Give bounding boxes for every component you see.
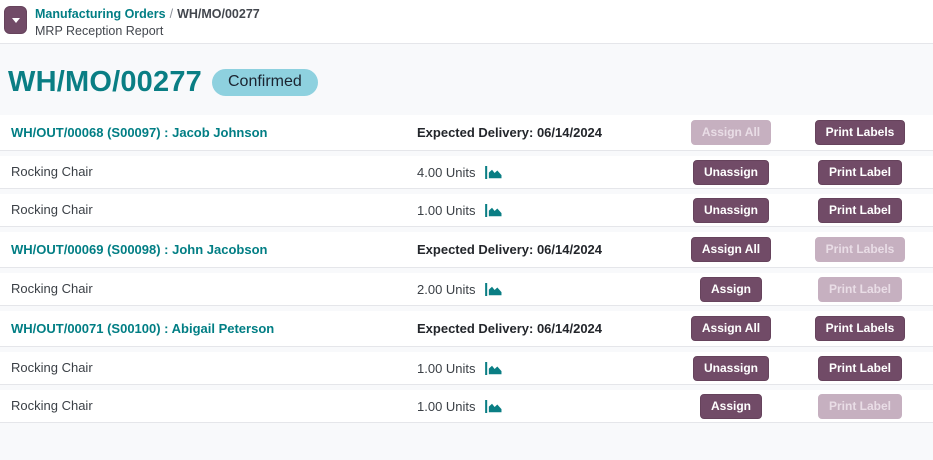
unassign-button[interactable]: Unassign (692, 197, 769, 223)
expected-delivery-label: Expected Delivery: 06/14/2024 (417, 125, 603, 140)
breadcrumb-separator: / (169, 7, 174, 21)
quantity-label: 1.00 Units (417, 202, 476, 218)
page-title: WH/MO/00277 (8, 66, 202, 98)
delivery-header-row: WH/OUT/00071 (S00100) : Abigail Peterson… (0, 311, 933, 347)
assign-all-button[interactable]: Assign All (690, 237, 772, 262)
chevron-down-icon (11, 17, 20, 23)
print-label-button[interactable]: Print Label (817, 159, 902, 185)
delivery-reference-link[interactable]: WH/OUT/00068 (S00097) : Jacob Johnson (11, 124, 268, 140)
print-labels-button: Print Labels (814, 237, 906, 262)
delivery-reference-link[interactable]: WH/OUT/00071 (S00100) : Abigail Peterson (11, 320, 275, 336)
quantity-label: 1.00 Units (417, 360, 476, 376)
product-name: Rocking Chair (11, 360, 93, 375)
print-labels-button[interactable]: Print Labels (814, 316, 906, 341)
breadcrumb: Manufacturing Orders / WH/MO/00277 MRP Rec… (35, 6, 260, 39)
product-name: Rocking Chair (11, 398, 93, 413)
product-name: Rocking Chair (11, 164, 93, 179)
area-chart-icon[interactable] (484, 399, 502, 413)
area-chart-icon[interactable] (484, 282, 502, 296)
report-subtitle: MRP Reception Report (35, 23, 164, 38)
area-chart-icon[interactable] (484, 203, 502, 217)
report-line-row: Rocking Chair 4.00 Units Unassign Print … (0, 156, 933, 189)
print-label-button[interactable]: Print Label (817, 197, 902, 223)
assign-button[interactable]: Assign (699, 276, 762, 302)
product-name: Rocking Chair (11, 281, 93, 296)
delivery-reference-link[interactable]: WH/OUT/00069 (S00098) : John Jacobson (11, 241, 268, 257)
assign-all-button: Assign All (690, 120, 772, 145)
report-line-row: Rocking Chair 1.00 Units Unassign Print … (0, 352, 933, 385)
panel-toggle-button[interactable] (4, 6, 27, 34)
unassign-button[interactable]: Unassign (692, 159, 769, 185)
report-line-row: Rocking Chair 1.00 Units Assign Print La… (0, 390, 933, 423)
breadcrumb-bar: Manufacturing Orders / WH/MO/00277 MRP Rec… (0, 0, 933, 44)
quantity-label: 2.00 Units (417, 281, 476, 297)
quantity-label: 1.00 Units (417, 398, 476, 414)
assign-button[interactable]: Assign (699, 393, 762, 419)
delivery-header-row: WH/OUT/00069 (S00098) : John Jacobson Ex… (0, 232, 933, 268)
print-labels-button[interactable]: Print Labels (814, 120, 906, 145)
assign-all-button[interactable]: Assign All (690, 316, 772, 341)
area-chart-icon[interactable] (484, 165, 502, 179)
delivery-header-row: WH/OUT/00068 (S00097) : Jacob Johnson Ex… (0, 115, 933, 151)
unassign-button[interactable]: Unassign (692, 355, 769, 381)
print-label-button: Print Label (817, 276, 902, 302)
report-line-row: Rocking Chair 2.00 Units Assign Print La… (0, 273, 933, 306)
report-line-row: Rocking Chair 1.00 Units Unassign Print … (0, 194, 933, 227)
expected-delivery-label: Expected Delivery: 06/14/2024 (417, 242, 603, 257)
quantity-label: 4.00 Units (417, 164, 476, 180)
breadcrumb-current: WH/MO/00277 (177, 7, 260, 21)
title-row: WH/MO/00277 Confirmed (0, 44, 933, 115)
breadcrumb-link-manufacturing-orders[interactable]: Manufacturing Orders (35, 7, 166, 21)
expected-delivery-label: Expected Delivery: 06/14/2024 (417, 321, 603, 336)
product-name: Rocking Chair (11, 202, 93, 217)
print-label-button[interactable]: Print Label (817, 355, 902, 381)
reception-report-table: WH/OUT/00068 (S00097) : Jacob Johnson Ex… (0, 115, 933, 423)
area-chart-icon[interactable] (484, 361, 502, 375)
status-badge: Confirmed (212, 69, 318, 96)
print-label-button: Print Label (817, 393, 902, 419)
